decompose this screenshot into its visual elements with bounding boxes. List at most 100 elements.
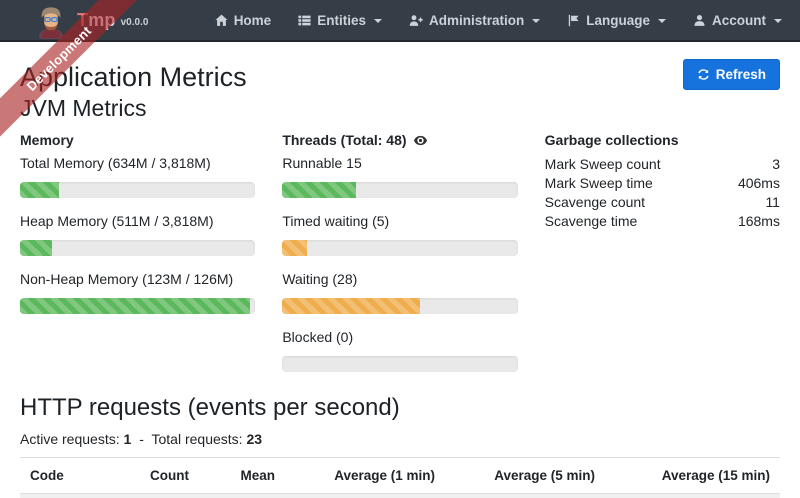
threads-bar-timed-waiting: Timed waiting (5): [282, 212, 518, 256]
bar-label: Non-Heap Memory (123M / 126M): [20, 271, 234, 287]
refresh-label: Refresh: [715, 67, 766, 82]
progress-track: [20, 240, 256, 256]
nav-item-home[interactable]: Home: [215, 12, 272, 28]
gc-label: Mark Sweep count: [544, 156, 661, 172]
progress-fill: [20, 298, 250, 314]
jvm-grid: Memory Total Memory (634M / 3,818M) Heap…: [20, 130, 780, 386]
memory-bar-heap: Heap Memory (511M / 3,818M): [20, 212, 256, 256]
gc-label: Mark Sweep time: [544, 175, 653, 191]
col-header-avg-15min: Average (15 min): [605, 457, 780, 494]
memory-bar-total: Total Memory (634M / 3,818M): [20, 154, 256, 198]
progress-fill: [282, 182, 356, 198]
cell-avg-5min: 2.32: [445, 493, 605, 498]
gc-row-marksweep-count: Mark Sweep count 3: [545, 155, 780, 174]
top-navbar: Tmp v0.0.0 Home Entities Administration …: [0, 0, 800, 42]
brand[interactable]: Tmp v0.0.0: [34, 1, 148, 39]
progress-track: [20, 298, 256, 314]
jvm-metrics-title: JVM Metrics: [20, 95, 147, 121]
bar-label: Heap Memory (511M / 3,818M): [20, 213, 214, 229]
gc-value: 406ms: [737, 175, 780, 191]
active-requests-label: Active requests:: [20, 431, 120, 447]
progress-fill: [282, 298, 420, 314]
refresh-button[interactable]: Refresh: [682, 59, 780, 90]
col-header-avg-5min: Average (5 min): [445, 457, 605, 494]
gc-value: 168ms: [737, 213, 780, 229]
garbage-rows: Mark Sweep count 3 Mark Sweep time 406ms…: [545, 155, 780, 231]
chevron-down-icon: [373, 19, 382, 23]
progress-track: [20, 182, 256, 198]
nav-label: Entities: [317, 12, 366, 28]
nav-item-account[interactable]: Account: [693, 13, 782, 28]
progress-track: [282, 298, 518, 314]
nav-label: Administration: [428, 12, 525, 28]
bar-label: Runnable 15: [282, 155, 362, 171]
eye-icon: [413, 135, 427, 146]
table-header-row: Code Count Mean Average (1 min) Average …: [20, 457, 780, 494]
memory-bar-nonheap: Non-Heap Memory (123M / 126M): [20, 270, 256, 314]
home-icon: [215, 14, 228, 26]
expand-threads-button[interactable]: [413, 134, 428, 147]
total-requests-value: 23: [246, 431, 263, 447]
gc-value: 3: [772, 156, 780, 172]
flag-icon: [569, 14, 579, 26]
cell-code: Ok: [20, 493, 150, 498]
threads-column: Threads (Total: 48) Runnable 15 Timed wa…: [282, 130, 518, 386]
active-requests-value: 1: [123, 431, 132, 447]
cell-count: [150, 493, 220, 498]
list-icon: [298, 15, 311, 25]
gc-label: Scavenge count: [544, 194, 646, 210]
user-icon: [694, 14, 705, 26]
main-content: Application Metrics Refresh JVM Metrics …: [0, 42, 800, 498]
gc-row-scavenge-count: Scavenge count 11: [545, 193, 780, 212]
memory-column: Memory Total Memory (634M / 3,818M) Heap…: [20, 130, 256, 386]
progress-track: [282, 356, 518, 372]
progress-fill: [20, 182, 60, 198]
col-header-count: Count: [150, 457, 220, 494]
chevron-down-icon: [658, 19, 666, 23]
http-requests-title: HTTP requests (events per second): [20, 394, 400, 421]
page-title: Application Metrics: [20, 62, 247, 92]
nav-label: Home: [233, 12, 272, 28]
col-header-avg-1min: Average (1 min): [285, 457, 445, 494]
bar-label: Waiting (28): [282, 271, 358, 287]
chevron-down-icon: [532, 19, 541, 23]
progress-fill: [20, 240, 52, 256]
cell-avg-1min: 1.14: [285, 493, 445, 498]
progress-track: [282, 240, 518, 256]
cell-mean: 0.35: [220, 493, 285, 498]
gc-value: 11: [765, 194, 780, 210]
progress-fill: [282, 240, 307, 256]
threads-heading: Threads (Total: 48): [282, 130, 517, 150]
nav-label: Language: [586, 12, 650, 28]
gc-row-scavenge-time: Scavenge time 168ms: [545, 212, 780, 231]
threads-heading-label: Threads (Total: 48): [282, 132, 407, 148]
app-title: Tmp: [77, 9, 116, 30]
bar-label: Blocked (0): [282, 329, 354, 345]
threads-bar-blocked: Blocked (0): [282, 328, 518, 372]
memory-heading: Memory: [20, 132, 74, 148]
refresh-icon: [698, 69, 709, 80]
gc-label: Scavenge time: [544, 213, 638, 229]
nav-item-administration[interactable]: Administration: [409, 12, 541, 28]
app-version: v0.0.0: [120, 16, 149, 28]
cell-avg-15min: 2.63: [605, 493, 780, 498]
nav-item-entities[interactable]: Entities: [298, 13, 382, 28]
col-header-mean: Mean: [220, 457, 285, 494]
col-header-code: Code: [20, 457, 150, 494]
garbage-heading: Garbage collections: [544, 132, 679, 148]
threads-bar-waiting: Waiting (28): [282, 270, 518, 314]
nav-menu: Home Entities Administration Language Ac…: [215, 13, 782, 28]
threads-bar-runnable: Runnable 15: [282, 154, 518, 198]
progress-track: [282, 182, 518, 198]
summary-separator: -: [139, 431, 144, 447]
bar-label: Timed waiting (5): [282, 213, 390, 229]
bar-label: Total Memory (634M / 3,818M): [20, 155, 211, 171]
total-requests-label: Total requests:: [151, 431, 243, 447]
user-plus-icon: [409, 14, 423, 26]
nav-label: Account: [712, 12, 766, 28]
gc-row-marksweep-time: Mark Sweep time 406ms: [545, 174, 780, 193]
requests-summary: Active requests: 1 - Total requests: 23: [20, 431, 780, 447]
http-requests-table: Code Count Mean Average (1 min) Average …: [20, 457, 780, 498]
nav-item-language[interactable]: Language: [567, 13, 666, 28]
table-row: Ok 0.35 1.14 2.32 2.63: [20, 493, 780, 498]
